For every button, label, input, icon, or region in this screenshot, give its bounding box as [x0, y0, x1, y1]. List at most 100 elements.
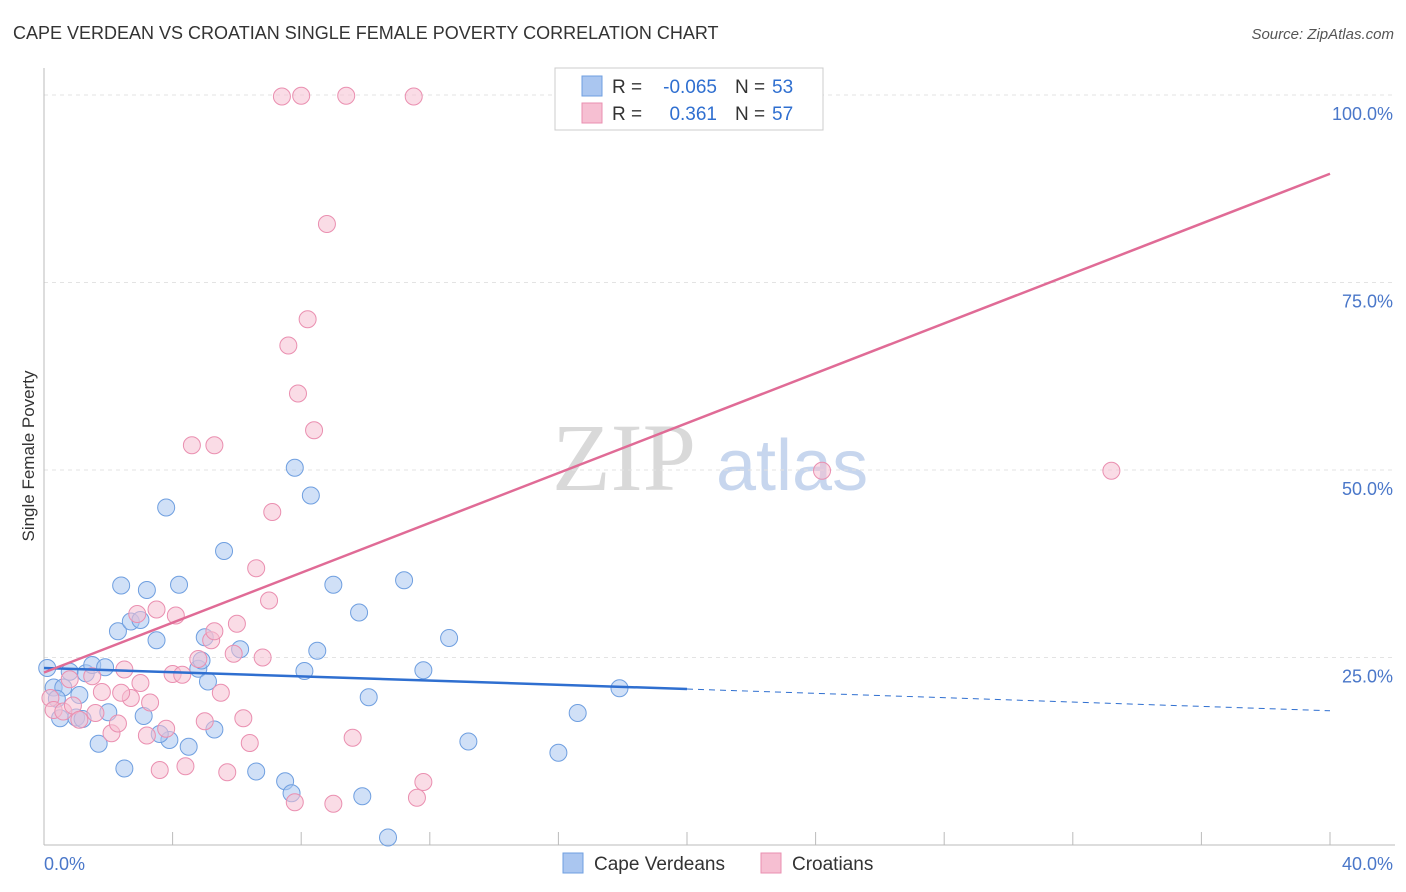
point-croatians-37	[285, 793, 304, 812]
stats-n-label-2: N =	[735, 104, 765, 125]
point-croatians-41	[305, 421, 324, 440]
stats-legend-swatch-cape-verdeans	[581, 75, 603, 97]
y-tick-label-3: 100.0%	[1332, 104, 1393, 124]
point-croatians-27	[218, 763, 237, 782]
axes	[43, 68, 1395, 846]
point-cape-verdeans-31	[247, 762, 266, 781]
point-croatians-30	[234, 709, 253, 728]
point-cape-verdeans-45	[440, 629, 459, 647]
point-cape-verdeans-41	[359, 688, 378, 707]
stats-n-label-1: N =	[735, 77, 765, 98]
stats-n-value-2: 57	[772, 104, 793, 125]
point-croatians-12	[131, 674, 150, 692]
point-cape-verdeans-48	[568, 704, 587, 722]
point-croatians-23	[195, 712, 214, 731]
point-cape-verdeans-12	[108, 622, 127, 641]
point-cape-verdeans-10	[96, 658, 115, 677]
y-tick-label-2: 75.0%	[1342, 292, 1393, 312]
y-axis-label: Single Female Poverty	[19, 370, 38, 542]
stats-r-label-2: R =	[612, 104, 642, 125]
legend-swatch-cape-verdeans[interactable]	[562, 852, 584, 874]
watermark-zip: ZIP	[552, 404, 696, 511]
point-croatians-34	[263, 503, 282, 521]
point-croatians-44	[337, 86, 356, 105]
point-croatians-48	[414, 773, 433, 791]
point-cape-verdeans-22	[170, 575, 189, 594]
point-cape-verdeans-37	[308, 641, 327, 660]
point-croatians-49	[813, 461, 832, 480]
y-tick-label-0: 25.0%	[1342, 667, 1393, 687]
chart-source: Source: ZipAtlas.com	[1251, 26, 1394, 43]
point-croatians-43	[324, 794, 343, 813]
watermark-atlas: atlas	[716, 426, 868, 506]
point-croatians-35	[272, 87, 291, 106]
trend-layer	[43, 172, 1331, 712]
point-croatians-6	[92, 683, 111, 701]
point-croatians-40	[298, 310, 317, 329]
point-cape-verdeans-39	[350, 603, 369, 622]
x-tick-label-0: 0.0%	[44, 854, 85, 874]
points-layer	[38, 86, 1121, 847]
point-croatians-16	[150, 761, 169, 779]
point-croatians-15	[147, 600, 166, 619]
x-tick-labels: 0.0% 40.0%	[44, 854, 1393, 874]
point-croatians-52	[86, 704, 105, 722]
stats-n-value-1: 53	[772, 77, 793, 98]
series-legend: Cape Verdeans Croatians	[562, 852, 873, 875]
point-cape-verdeans-18	[137, 581, 156, 599]
point-croatians-21	[182, 436, 201, 455]
point-croatians-25	[205, 622, 224, 641]
gridlines	[44, 94, 1395, 658]
point-croatians-47	[407, 788, 426, 807]
zipatlas-watermark: ZIP atlas	[552, 404, 868, 511]
y-tick-label-1: 50.0%	[1342, 479, 1393, 499]
point-cape-verdeans-9	[89, 734, 108, 753]
point-cape-verdeans-29	[215, 542, 234, 560]
chart-title: CAPE VERDEAN VS CROATIAN SINGLE FEMALE P…	[13, 23, 719, 43]
stats-r-label-1: R =	[612, 77, 642, 98]
point-cape-verdeans-40	[353, 787, 372, 806]
point-croatians-50	[1102, 461, 1121, 480]
point-croatians-13	[137, 726, 156, 745]
stats-legend: R = -0.065 N = 53 R = 0.361 N = 57	[554, 67, 824, 131]
point-croatians-32	[247, 559, 266, 578]
point-cape-verdeans-42	[379, 828, 398, 847]
stats-legend-swatch-croatians	[581, 102, 603, 124]
point-cape-verdeans-36	[301, 486, 320, 505]
y-tick-labels: 25.0% 50.0% 75.0% 100.0%	[1332, 104, 1393, 687]
legend-swatch-croatians[interactable]	[760, 852, 782, 874]
point-croatians-46	[404, 87, 423, 106]
point-cape-verdeans-14	[115, 759, 134, 778]
point-croatians-20	[176, 757, 195, 776]
point-croatians-4	[70, 710, 89, 729]
point-croatians-29	[227, 614, 246, 633]
point-croatians-17	[157, 719, 176, 738]
point-croatians-5	[83, 667, 102, 686]
point-cape-verdeans-13	[112, 576, 131, 595]
stats-r-value-1: -0.065	[663, 77, 717, 98]
legend-label-croatians[interactable]: Croatians	[792, 854, 873, 875]
point-croatians-8	[108, 714, 127, 733]
point-croatians-54	[112, 683, 131, 702]
point-cape-verdeans-44	[414, 661, 433, 680]
point-croatians-11	[128, 605, 147, 623]
point-croatians-33	[260, 591, 279, 610]
point-croatians-51	[60, 670, 79, 689]
point-croatians-56	[253, 648, 272, 667]
point-cape-verdeans-46	[459, 732, 478, 751]
point-croatians-28	[224, 644, 243, 663]
point-croatians-26	[211, 683, 230, 702]
point-croatians-31	[240, 734, 259, 752]
point-croatians-38	[288, 384, 307, 403]
legend-label-cape-verdeans[interactable]: Cape Verdeans	[594, 854, 725, 875]
point-cape-verdeans-23	[179, 737, 198, 756]
point-cape-verdeans-34	[285, 458, 304, 477]
point-cape-verdeans-49	[610, 679, 629, 698]
point-croatians-55	[173, 665, 192, 684]
point-cape-verdeans-47	[549, 743, 568, 762]
point-croatians-39	[292, 86, 311, 105]
stats-r-value-2: 0.361	[669, 104, 717, 125]
point-cape-verdeans-20	[157, 498, 176, 517]
x-tick-label-1: 40.0%	[1342, 854, 1393, 874]
